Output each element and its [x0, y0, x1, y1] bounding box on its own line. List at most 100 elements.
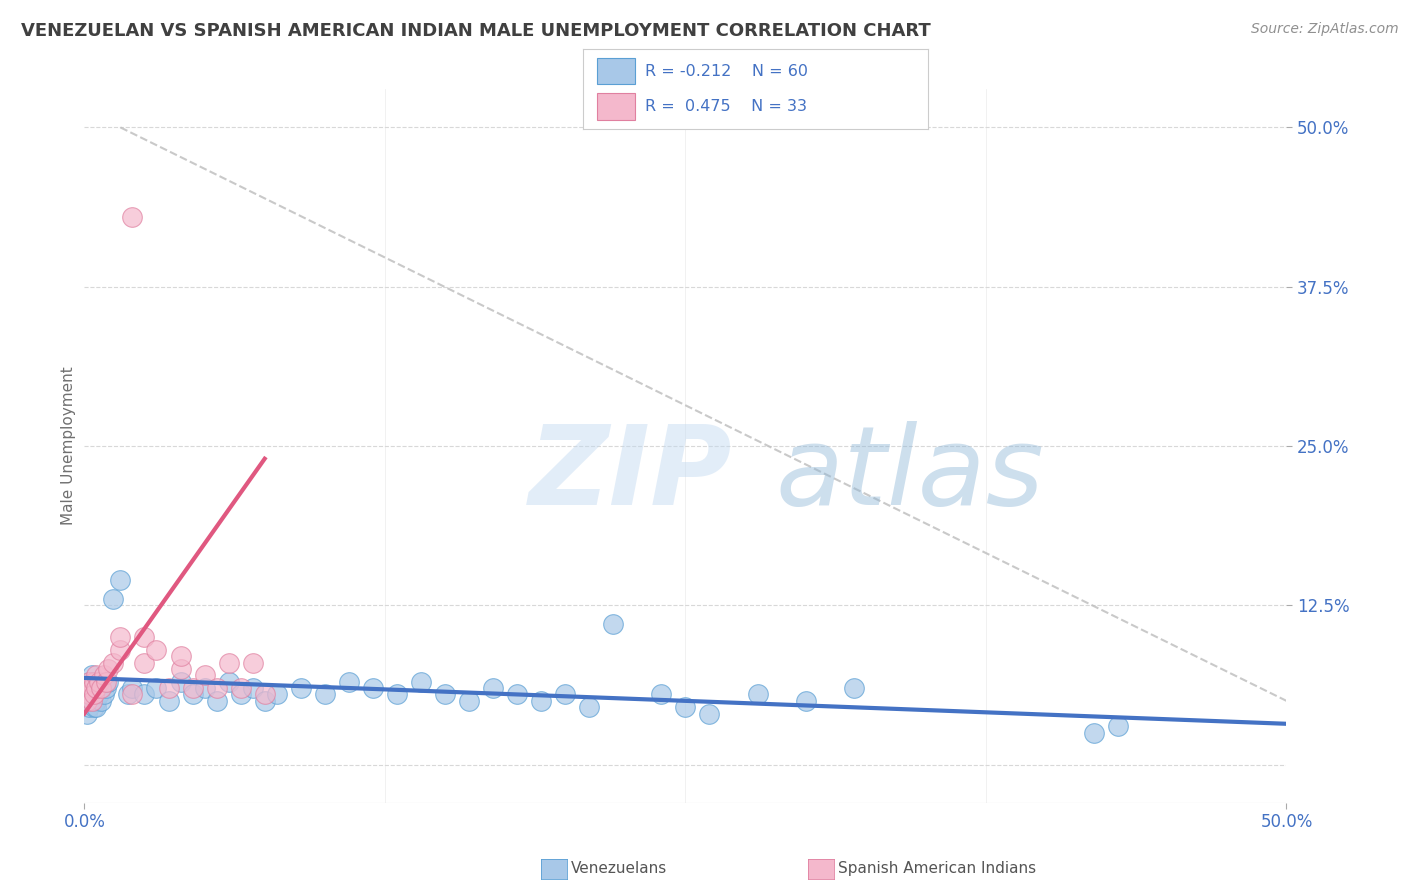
- Point: [77, 674, 100, 689]
- Point: [121, 210, 143, 224]
- Point: [93, 668, 115, 682]
- Point: [242, 681, 264, 695]
- Point: [1083, 725, 1105, 739]
- Point: [76, 706, 98, 721]
- Point: [602, 617, 624, 632]
- Point: [90, 681, 112, 695]
- Text: Venezuelans: Venezuelans: [571, 862, 666, 876]
- Point: [145, 681, 167, 695]
- Point: [253, 694, 276, 708]
- Point: [229, 681, 252, 695]
- Point: [699, 706, 721, 721]
- Point: [76, 681, 98, 695]
- Point: [290, 681, 312, 695]
- Point: [80, 668, 103, 682]
- Point: [218, 674, 240, 689]
- Point: [77, 674, 100, 689]
- Point: [242, 656, 264, 670]
- Point: [117, 688, 139, 702]
- Point: [169, 662, 191, 676]
- Point: [650, 688, 672, 702]
- Text: Spanish American Indians: Spanish American Indians: [838, 862, 1036, 876]
- Point: [266, 688, 288, 702]
- Point: [169, 674, 191, 689]
- Point: [93, 688, 115, 702]
- FancyBboxPatch shape: [598, 94, 636, 120]
- Point: [110, 630, 132, 644]
- Point: [181, 688, 204, 702]
- Point: [229, 688, 252, 702]
- Point: [86, 694, 108, 708]
- Point: [554, 688, 576, 702]
- Point: [842, 681, 865, 695]
- Point: [134, 656, 156, 670]
- FancyBboxPatch shape: [598, 58, 636, 85]
- Point: [86, 700, 108, 714]
- Point: [76, 681, 98, 695]
- Text: VENEZUELAN VS SPANISH AMERICAN INDIAN MALE UNEMPLOYMENT CORRELATION CHART: VENEZUELAN VS SPANISH AMERICAN INDIAN MA…: [21, 22, 931, 40]
- Point: [103, 656, 125, 670]
- Point: [110, 643, 132, 657]
- Point: [97, 662, 120, 676]
- Point: [458, 694, 481, 708]
- Point: [194, 681, 217, 695]
- Point: [145, 643, 167, 657]
- Point: [90, 681, 112, 695]
- Point: [94, 681, 117, 695]
- Point: [337, 674, 360, 689]
- Point: [578, 700, 600, 714]
- Point: [1107, 719, 1129, 733]
- Text: Source: ZipAtlas.com: Source: ZipAtlas.com: [1251, 22, 1399, 37]
- Point: [482, 681, 505, 695]
- Point: [134, 688, 156, 702]
- Point: [103, 591, 125, 606]
- Point: [86, 681, 108, 695]
- Point: [181, 681, 204, 695]
- Text: R =  0.475    N = 33: R = 0.475 N = 33: [645, 99, 807, 114]
- Point: [87, 674, 110, 689]
- Point: [157, 694, 180, 708]
- Point: [169, 649, 191, 664]
- Point: [409, 674, 432, 689]
- Point: [253, 688, 276, 702]
- Point: [83, 674, 105, 689]
- Point: [76, 694, 98, 708]
- Point: [80, 694, 103, 708]
- Point: [87, 674, 110, 689]
- Point: [80, 681, 103, 695]
- Point: [506, 688, 529, 702]
- Point: [90, 694, 112, 708]
- Point: [205, 681, 228, 695]
- Point: [157, 681, 180, 695]
- Point: [87, 688, 110, 702]
- Point: [314, 688, 336, 702]
- Point: [794, 694, 817, 708]
- Point: [77, 700, 100, 714]
- Point: [83, 700, 105, 714]
- Point: [675, 700, 697, 714]
- Point: [86, 668, 108, 682]
- Point: [121, 681, 143, 695]
- Text: atlas: atlas: [776, 421, 1045, 528]
- Point: [218, 656, 240, 670]
- Y-axis label: Male Unemployment: Male Unemployment: [60, 367, 76, 525]
- Point: [80, 681, 103, 695]
- Point: [86, 681, 108, 695]
- Point: [83, 688, 105, 702]
- Point: [83, 674, 105, 689]
- Point: [385, 688, 408, 702]
- Point: [361, 681, 384, 695]
- Point: [77, 688, 100, 702]
- Point: [194, 668, 217, 682]
- Point: [94, 674, 117, 689]
- Point: [121, 688, 143, 702]
- Point: [747, 688, 769, 702]
- Point: [205, 694, 228, 708]
- Text: ZIP: ZIP: [529, 421, 733, 528]
- Point: [77, 688, 100, 702]
- Text: R = -0.212    N = 60: R = -0.212 N = 60: [645, 63, 808, 78]
- Point: [530, 694, 553, 708]
- Point: [434, 688, 457, 702]
- Point: [80, 694, 103, 708]
- Point: [97, 674, 120, 689]
